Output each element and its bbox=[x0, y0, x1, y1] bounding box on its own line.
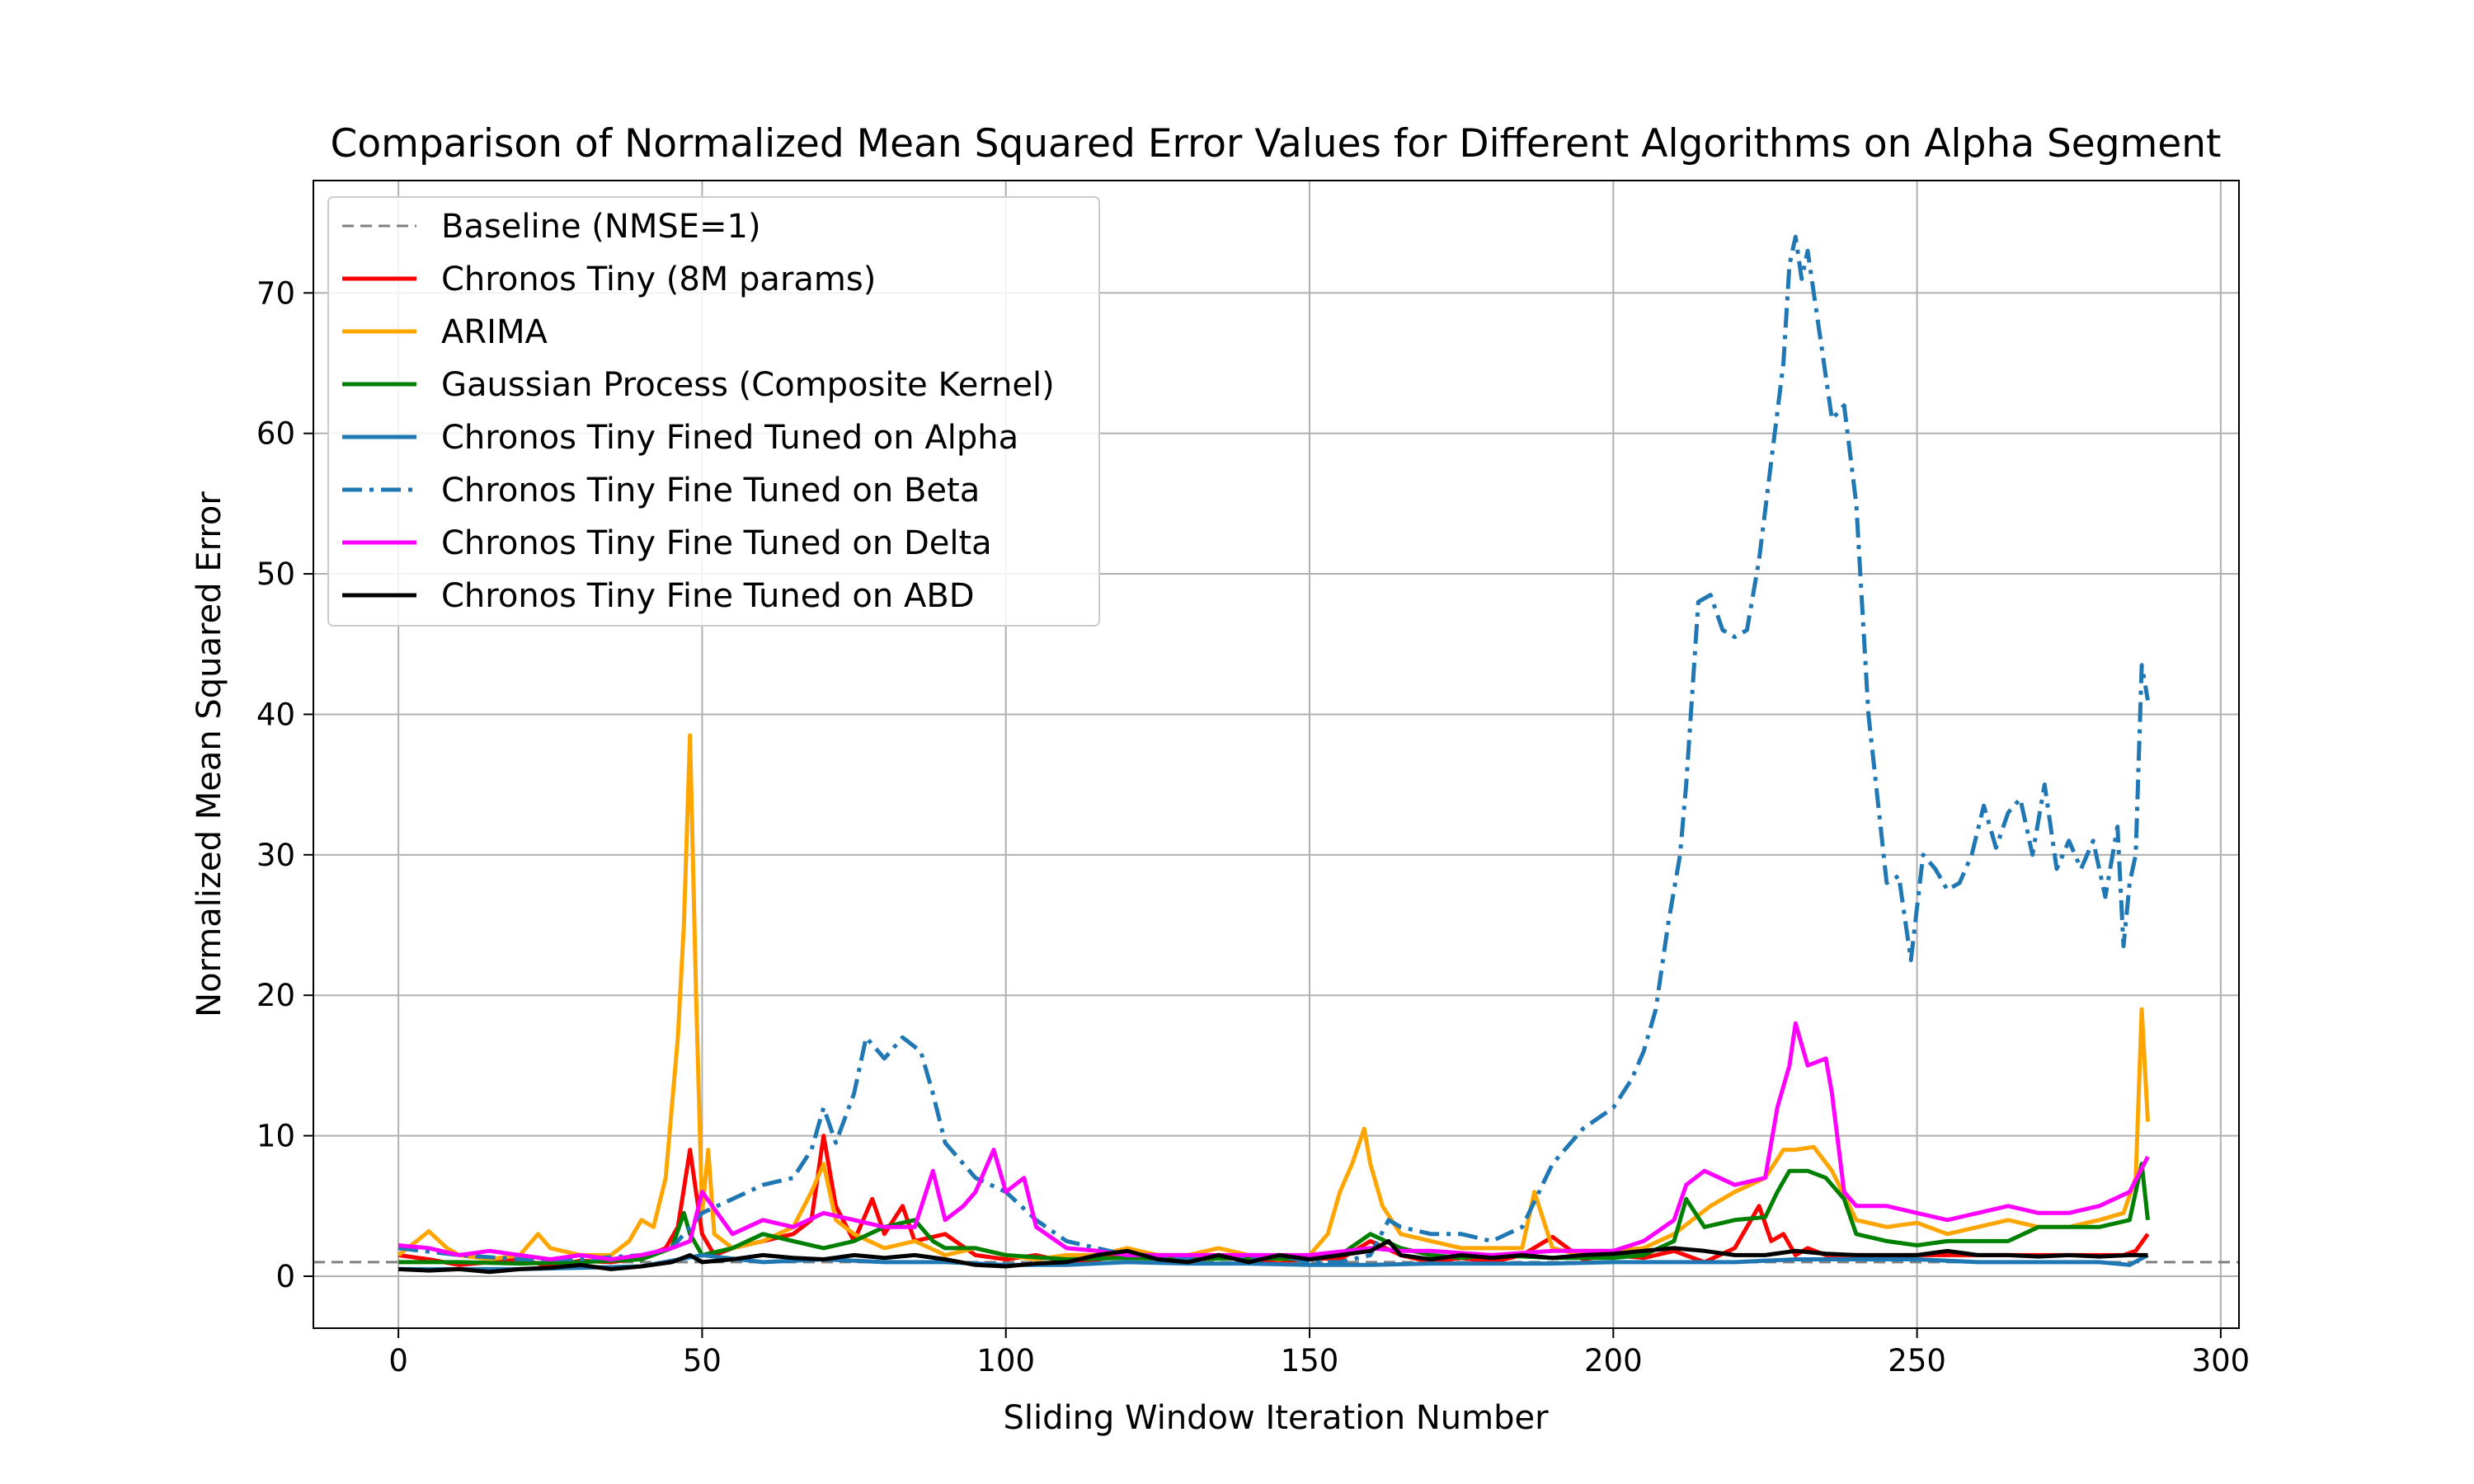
x-tick-label: 0 bbox=[388, 1343, 408, 1378]
y-axis-title: Normalized Mean Squared Error bbox=[190, 491, 228, 1017]
legend: Baseline (NMSE=1) Chronos Tiny (8M params… bbox=[327, 196, 1100, 627]
legend-label: Chronos Tiny Fine Tuned on ABD bbox=[441, 577, 975, 615]
y-tick-label: 60 bbox=[256, 416, 295, 452]
y-tick-label: 40 bbox=[256, 697, 295, 732]
series-line bbox=[397, 234, 2150, 1265]
series-line bbox=[398, 1252, 2149, 1271]
x-tick-label: 300 bbox=[2192, 1343, 2251, 1378]
legend-label: Chronos Tiny Fined Tuned on Alpha bbox=[441, 419, 1018, 457]
series-layer bbox=[397, 234, 2150, 1275]
legend-label: Chronos Tiny Fine Tuned on Beta bbox=[441, 472, 980, 510]
x-tick-label: 250 bbox=[1888, 1343, 1946, 1378]
chart-title: Comparison of Normalized Mean Squared Er… bbox=[331, 121, 2222, 167]
y-tick-label: 10 bbox=[256, 1119, 295, 1154]
legend-label: Gaussian Process (Composite Kernel) bbox=[441, 366, 1055, 404]
series-line bbox=[397, 733, 2150, 1261]
x-axis-title: Sliding Window Iteration Number bbox=[1003, 1399, 1549, 1437]
x-tick-label: 150 bbox=[1281, 1343, 1339, 1378]
plot-frame bbox=[313, 180, 2240, 1329]
legend-label: ARIMA bbox=[441, 313, 548, 351]
axis-ticks: 0 50 100 150 200 250 300 0 10 20 30 40 50 60 70 bbox=[256, 275, 2250, 1378]
legend-label: Baseline (NMSE=1) bbox=[441, 208, 761, 246]
y-tick-label: 20 bbox=[256, 978, 295, 1013]
x-tick-label: 100 bbox=[976, 1343, 1035, 1378]
legend-label: Chronos Tiny Fine Tuned on Delta bbox=[441, 524, 992, 562]
series-line bbox=[397, 1238, 2148, 1275]
x-tick-label: 200 bbox=[1584, 1343, 1643, 1378]
y-tick-label: 50 bbox=[256, 556, 295, 592]
legend-frame bbox=[327, 196, 1100, 627]
y-tick-label: 70 bbox=[256, 275, 295, 311]
y-tick-label: 0 bbox=[275, 1259, 295, 1294]
legend-label: Chronos Tiny (8M params) bbox=[441, 261, 876, 298]
series-line bbox=[397, 1021, 2150, 1261]
x-tick-label: 50 bbox=[683, 1343, 722, 1378]
y-tick-label: 30 bbox=[256, 838, 295, 873]
